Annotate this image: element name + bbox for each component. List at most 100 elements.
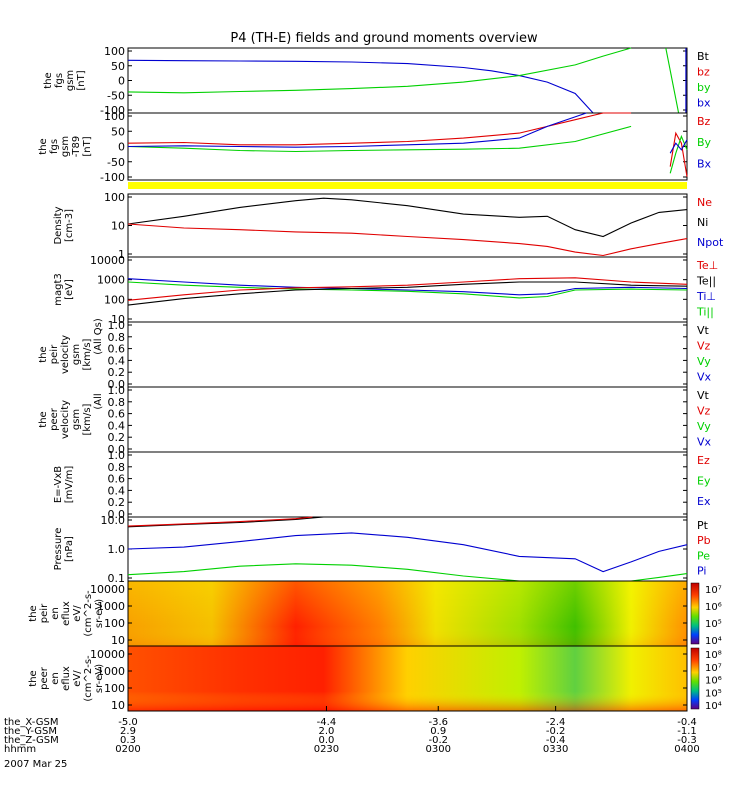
y-tick-label: -100 xyxy=(100,104,125,117)
y-axis-label: [nT] xyxy=(76,70,87,90)
legend-Npot: Npot xyxy=(697,236,724,249)
y-tick-label: 50 xyxy=(111,125,125,138)
panel-pressure: 10.0 1.0 0.1 Pressure [nPa] Pt Pb Pe Pi xyxy=(53,514,711,585)
y-axis-label: eV/ xyxy=(72,605,83,622)
y-axis-label: en xyxy=(50,672,61,685)
y-tick-label: 10 xyxy=(111,699,125,712)
panel-peer: 1.00.80.60.40.20.0 the peer velocity gsm [km/… xyxy=(38,384,712,456)
series-Ni xyxy=(127,197,688,238)
y-axis-label: fgs xyxy=(54,73,65,88)
y-axis-label: [mV/m] xyxy=(64,466,75,504)
y-axis-label: (cm^2-s- xyxy=(83,655,94,702)
x-row-value: 0.3 xyxy=(120,735,136,746)
x-row-label: the_Y-GSM xyxy=(4,726,57,737)
y-axis-label: en xyxy=(50,607,61,620)
series-Te⊥ xyxy=(127,277,688,301)
legend-Bx: Bx xyxy=(697,157,712,170)
y-axis-label: gsm xyxy=(71,344,82,365)
y-axis-label: [nT] xyxy=(82,136,93,156)
x-axis-labels: the_X-GSM -5.0 -4.4 -3.6 -2.4 -0.4 the_Y-GSM 2.… xyxy=(4,706,700,770)
y-tick-label: 0 xyxy=(118,141,125,154)
y-axis-label: magt3 xyxy=(53,273,64,306)
y-tick-label: 0.8 xyxy=(108,331,126,344)
y-axis-label-extra: (All xyxy=(93,393,104,409)
y-axis-label: velocity xyxy=(60,335,71,374)
y-axis-label: [nPa] xyxy=(64,536,75,562)
y-tick-label: 100 xyxy=(104,617,125,630)
y-axis-label: peer xyxy=(49,407,60,431)
colorbar-label: 10⁵ xyxy=(705,688,722,699)
legend-By: By xyxy=(697,136,712,149)
y-tick-label: 10 xyxy=(111,634,125,647)
y-axis-label: the xyxy=(43,72,54,88)
legend-bz: bz xyxy=(697,65,710,78)
x-row-value: 2.0 xyxy=(318,726,334,737)
y-tick-label: 0.6 xyxy=(108,408,126,421)
y-tick-label: 0.8 xyxy=(108,461,126,474)
legend-Ey: Ey xyxy=(697,475,711,488)
x-row-label: the_X-GSM xyxy=(4,717,58,728)
colorbar-label: 10⁶ xyxy=(705,676,722,687)
legend-Ex: Ex xyxy=(697,495,711,508)
y-axis-label: eflux xyxy=(61,666,72,691)
x-row-value: -4.4 xyxy=(317,717,337,728)
y-tick-label: 100 xyxy=(104,293,125,306)
x-row-value: 0200 xyxy=(115,744,140,755)
x-row-value: -2.4 xyxy=(546,717,566,728)
y-tick-label: 0.4 xyxy=(108,354,126,367)
y-tick-label: 1000 xyxy=(97,274,125,287)
panel-fgs_t89: 100 50 0 -50 -100 the fgs gsm -T89 [nT] Bz By Bx xyxy=(38,110,712,184)
x-row-value: -3.6 xyxy=(428,717,448,728)
y-tick-label: 0.4 xyxy=(108,419,126,432)
y-tick-label: 0.2 xyxy=(108,431,126,444)
x-row-value: -1.1 xyxy=(677,726,697,737)
y-tick-label: 10.0 xyxy=(101,514,126,527)
y-tick-label: -100 xyxy=(100,171,125,184)
panel-frame xyxy=(127,645,688,712)
x-row-label: hhmm xyxy=(4,744,36,755)
series-By xyxy=(127,125,632,153)
x-row-value: -5.0 xyxy=(118,717,138,728)
y-tick-label: 0.0 xyxy=(108,443,126,456)
y-tick-label: 0.2 xyxy=(108,496,126,509)
y-tick-label: 10000 xyxy=(90,583,125,596)
legend-Pt: Pt xyxy=(697,519,709,532)
y-tick-label: 1 xyxy=(118,248,125,261)
y-axis-label: [km/s] xyxy=(82,403,93,435)
series-spike xyxy=(665,47,680,114)
legend-Vz: Vz xyxy=(697,404,711,417)
legend-Ti||: Ti|| xyxy=(696,305,714,318)
colorbar-label: 10⁸ xyxy=(705,650,722,661)
panel-fgs: 100 50 0-50 -100 the fgs gsm [nT] Bt bz by bx xyxy=(43,45,711,117)
y-tick-label: 10 xyxy=(111,220,125,233)
y-tick-label: 100 xyxy=(104,45,125,58)
y-axis-label: peir xyxy=(49,344,60,364)
panel-frame xyxy=(127,451,688,518)
colorbar xyxy=(690,647,700,710)
y-tick-label: -50 xyxy=(107,89,125,102)
y-tick-label: 1.0 xyxy=(108,449,126,462)
legend-Ti⊥: Ti⊥ xyxy=(696,290,716,303)
legend-Te⊥: Te⊥ xyxy=(696,259,718,272)
y-axis-label: the xyxy=(38,346,49,362)
y-tick-label: 1.0 xyxy=(108,384,126,397)
y-tick-label: 50 xyxy=(111,60,125,73)
y-tick-label: 10000 xyxy=(90,648,125,661)
series-Bz xyxy=(127,112,632,146)
panel-density: 100 10 1 Density [cm-3] Ne Ni Npot xyxy=(53,191,724,261)
y-axis-label: sr-eV) xyxy=(94,599,105,628)
legend-Vz: Vz xyxy=(697,339,711,352)
legend-Te||: Te|| xyxy=(696,274,716,287)
panel-efield: 1.00.80.60.40.20.0 E=-VxB [mV/m] Ez Ey Ex xyxy=(53,449,711,521)
y-axis-label: [eV] xyxy=(64,279,75,300)
legend-Pe: Pe xyxy=(697,549,710,562)
y-tick-label: 10000 xyxy=(90,254,125,267)
y-axis-label: [cm-3] xyxy=(64,209,75,242)
legend-Vt: Vt xyxy=(697,389,710,402)
y-axis-label: peer xyxy=(39,666,50,690)
y-tick-label: 100 xyxy=(104,110,125,123)
y-tick-label: 1.0 xyxy=(108,543,126,556)
colorbar-label: 10⁴ xyxy=(705,636,722,647)
x-row-value: 0400 xyxy=(674,744,699,755)
